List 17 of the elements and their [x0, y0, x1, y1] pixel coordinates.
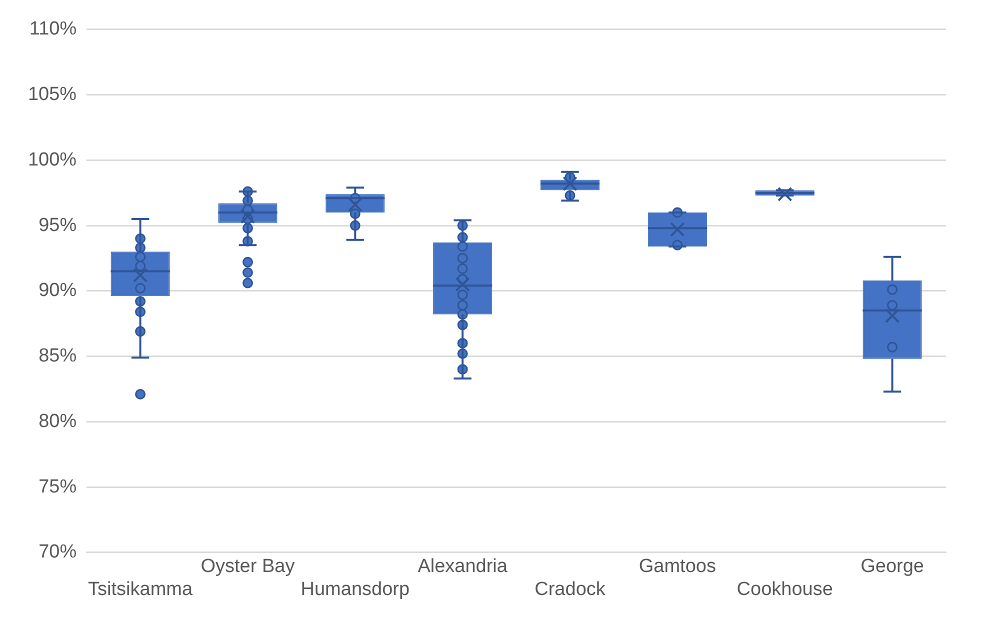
x-tick-label: Cookhouse	[736, 578, 833, 600]
x-tick-label: Alexandria	[418, 556, 508, 578]
x-tick-label: George	[860, 556, 924, 578]
y-tick-label: 105%	[28, 84, 77, 106]
y-tick-label: 80%	[38, 410, 77, 432]
y-tick-label: 100%	[28, 149, 77, 170]
x-tick-label: Gamtoos	[638, 556, 716, 578]
y-tick-label: 70%	[38, 542, 77, 563]
y-tick-label: 85%	[38, 346, 77, 367]
x-tick-label: Tsitsikamma	[88, 578, 193, 600]
y-tick-label: 90%	[38, 280, 77, 302]
y-tick-label: 95%	[38, 214, 77, 236]
x-tick-label: Humansdorp	[300, 578, 410, 600]
y-tick-label: 110%	[29, 18, 77, 40]
x-tick-label: Oyster Bay	[200, 556, 296, 578]
y-tick-label: 75%	[38, 476, 77, 498]
x-tick-label: Cradock	[534, 578, 606, 600]
